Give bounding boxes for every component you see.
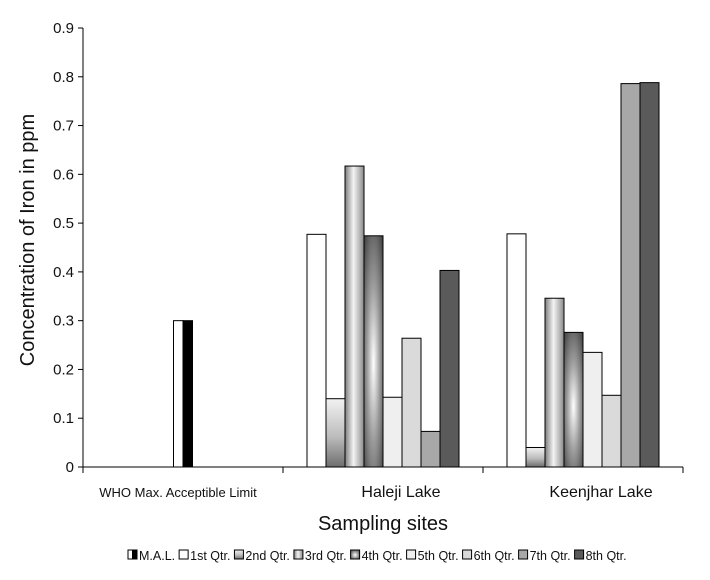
legend-swatch bbox=[293, 549, 304, 560]
legend-item-8th-qtr: 8th Qtr. bbox=[574, 549, 627, 563]
legend-swatch bbox=[127, 549, 138, 560]
y-tick-label: 0.5 bbox=[53, 215, 74, 232]
axes: 0 0.1 0.2 0.3 0.4 0.5 0.6 0.7 0.8 0.9 WHO Max. Acc… bbox=[53, 20, 684, 501]
y-tick-label: 0.8 bbox=[53, 69, 74, 86]
bar-haleji-lake-1st-qtr bbox=[306, 233, 327, 468]
legend-swatch bbox=[518, 549, 529, 560]
legend-item-1st-qtr: 1st Qtr. bbox=[178, 549, 230, 563]
legend-swatch bbox=[233, 549, 244, 560]
legend-label: 7th Qtr. bbox=[530, 549, 571, 563]
legend-item-2nd-qtr: 2nd Qtr. bbox=[233, 549, 290, 563]
legend-item-m-a-l: M.A.L. bbox=[127, 549, 175, 563]
legend-label: 8th Qtr. bbox=[586, 549, 627, 563]
bar-keenjhar-lake-1st-qtr bbox=[506, 233, 527, 468]
legend-item-6th-qtr: 6th Qtr. bbox=[462, 549, 515, 563]
legend-item-4th-qtr: 4th Qtr. bbox=[350, 549, 403, 563]
y-tick-label: 0.4 bbox=[53, 264, 74, 281]
bar-haleji-lake-6th-qtr bbox=[401, 337, 422, 468]
y-tick-label: 0.1 bbox=[53, 410, 74, 427]
bar-keenjhar-lake-8th-qtr bbox=[639, 82, 660, 468]
bar-keenjhar-lake-7th-qtr bbox=[620, 83, 641, 468]
y-tick-label: 0.2 bbox=[53, 361, 74, 378]
legend-label: 2nd Qtr. bbox=[245, 549, 289, 563]
x-tick-label-haleji-lake: Haleji Lake bbox=[361, 484, 440, 501]
bar-who-max-acceptible-limit-m-a-l bbox=[173, 320, 193, 468]
legend-item-5th-qtr: 5th Qtr. bbox=[406, 549, 459, 563]
y-tick-label: 0.7 bbox=[53, 118, 74, 135]
legend-swatch bbox=[406, 549, 417, 560]
y-tick-label: 0.9 bbox=[53, 20, 74, 37]
bar-haleji-lake-4th-qtr bbox=[363, 235, 384, 468]
legend-swatch bbox=[574, 549, 585, 560]
legend-label: 5th Qtr. bbox=[418, 549, 459, 563]
bar-haleji-lake-7th-qtr bbox=[420, 430, 441, 468]
y-tick-label: 0 bbox=[66, 459, 74, 476]
legend-swatch bbox=[462, 549, 473, 560]
y-axis-title: Concentration of Iron in ppm bbox=[17, 114, 39, 366]
bar-keenjhar-lake-6th-qtr bbox=[601, 394, 622, 468]
x-axis-title: Sampling sites bbox=[318, 513, 448, 535]
legend-swatch bbox=[350, 549, 361, 560]
legend-label: M.A.L. bbox=[139, 549, 175, 563]
bar-keenjhar-lake-3rd-qtr bbox=[544, 297, 565, 468]
bar-keenjhar-lake-5th-qtr bbox=[582, 351, 603, 468]
legend-swatch bbox=[178, 549, 189, 560]
bar-haleji-lake-8th-qtr bbox=[439, 269, 460, 468]
bar-haleji-lake-3rd-qtr bbox=[344, 165, 365, 468]
bar-keenjhar-lake-4th-qtr bbox=[563, 331, 584, 468]
bar-haleji-lake-2nd-qtr bbox=[325, 398, 346, 468]
bar-haleji-lake-5th-qtr bbox=[382, 396, 403, 468]
bar-keenjhar-lake-2nd-qtr bbox=[525, 446, 546, 468]
legend: M.A.L. 1st Qtr. 2nd Qtr. 3rd Qtr. 4th Qtr. 5t… bbox=[127, 549, 627, 563]
legend-item-7th-qtr: 7th Qtr. bbox=[518, 549, 571, 563]
legend-item-3rd-qtr: 3rd Qtr. bbox=[293, 549, 347, 563]
y-tick-label: 0.6 bbox=[53, 166, 74, 183]
x-tick-label-keenjhar-lake: Keenjhar Lake bbox=[549, 484, 652, 501]
legend-label: 6th Qtr. bbox=[474, 549, 515, 563]
y-tick-label: 0.3 bbox=[53, 313, 74, 330]
legend-label: 3rd Qtr. bbox=[305, 549, 347, 563]
legend-label: 4th Qtr. bbox=[362, 549, 403, 563]
plot-area bbox=[173, 82, 660, 468]
legend-label: 1st Qtr. bbox=[190, 549, 230, 563]
x-tick-label-who-max-acceptible-limit: WHO Max. Acceptible Limit bbox=[99, 485, 257, 500]
